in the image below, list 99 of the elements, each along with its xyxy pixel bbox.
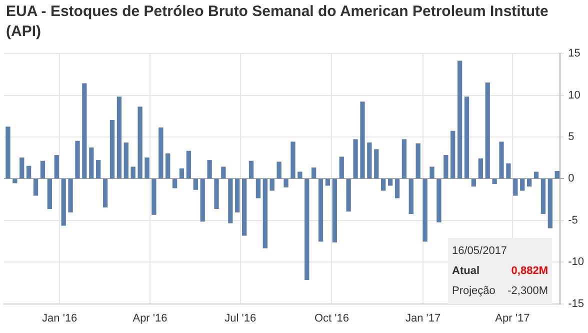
bar xyxy=(290,142,296,179)
y-tick-label: 0 xyxy=(568,172,574,185)
bar xyxy=(96,160,101,179)
bar xyxy=(47,178,52,210)
bar xyxy=(235,178,240,212)
annotation: Projeção xyxy=(452,284,496,299)
bar xyxy=(325,178,330,186)
bar xyxy=(374,149,379,179)
bar xyxy=(193,178,198,190)
bar xyxy=(422,178,428,242)
bar xyxy=(12,178,18,184)
bar xyxy=(499,142,504,179)
annotation: -2,300M xyxy=(508,284,548,299)
bar xyxy=(130,166,136,179)
bar xyxy=(492,178,497,184)
annotation: Atual xyxy=(452,264,480,279)
bar xyxy=(430,166,434,179)
bar xyxy=(346,178,351,212)
bar xyxy=(284,178,288,188)
bar xyxy=(262,178,268,248)
bar xyxy=(526,178,532,187)
y-tick-label: 10 xyxy=(568,89,580,102)
bar xyxy=(124,142,128,179)
x-tick-label: Apr '16 xyxy=(132,312,168,324)
bar xyxy=(89,148,94,179)
bar xyxy=(270,178,274,191)
bar xyxy=(26,166,32,179)
bar xyxy=(61,178,66,226)
bar xyxy=(33,178,38,196)
bar xyxy=(152,178,156,215)
bar xyxy=(110,120,115,179)
bar xyxy=(548,178,552,228)
bar xyxy=(68,178,73,212)
annotation: 0,882M xyxy=(511,264,548,279)
bar xyxy=(520,178,525,191)
bar xyxy=(534,172,539,179)
bar xyxy=(166,153,170,179)
bar xyxy=(256,178,261,198)
bar xyxy=(332,178,338,242)
bar xyxy=(248,160,254,179)
bar xyxy=(298,172,302,179)
bar xyxy=(102,178,108,208)
bar xyxy=(54,155,59,179)
bar xyxy=(207,160,212,179)
bar xyxy=(450,130,456,179)
bar xyxy=(457,60,462,179)
bar xyxy=(312,168,316,179)
bar xyxy=(381,178,386,191)
bar xyxy=(6,126,10,179)
bar xyxy=(276,162,282,179)
bar xyxy=(485,82,490,179)
bar xyxy=(144,158,150,179)
y-tick-label: 15 xyxy=(568,48,580,60)
chart-title: EUA - Estoques de Petróleo Bruto Semanal do American Petroleum Institute (API) xyxy=(6,2,550,42)
bar xyxy=(304,178,310,280)
bar xyxy=(318,178,324,242)
bar xyxy=(506,163,511,179)
bar xyxy=(339,156,344,179)
x-tick-label: Jan '16 xyxy=(42,312,78,324)
bar xyxy=(200,178,205,222)
bar xyxy=(116,96,122,179)
bar xyxy=(360,102,365,179)
bar xyxy=(228,178,233,224)
x-tick-label: Apr '17 xyxy=(495,312,530,324)
bar xyxy=(471,178,476,187)
bar xyxy=(138,106,142,179)
bar xyxy=(388,178,393,186)
bar xyxy=(75,140,80,179)
bar xyxy=(179,168,184,179)
bar xyxy=(394,178,400,198)
bar xyxy=(513,178,518,196)
bar xyxy=(408,178,414,214)
bar xyxy=(367,142,372,179)
x-tick-label: Jul '16 xyxy=(224,312,256,324)
bar xyxy=(540,178,546,214)
y-tick-label: -15 xyxy=(568,298,584,310)
y-tick-label: -10 xyxy=(568,256,584,268)
bar xyxy=(172,178,178,188)
bar xyxy=(158,127,164,179)
bar xyxy=(40,160,46,179)
bar xyxy=(416,143,420,179)
x-tick-label: Jan '17 xyxy=(405,312,441,324)
bar xyxy=(221,166,226,179)
annotation: 16/05/2017 xyxy=(452,244,508,259)
x-tick-label: Oct '16 xyxy=(314,312,349,324)
bar xyxy=(82,83,87,179)
y-tick-label: 5 xyxy=(568,131,574,144)
bar xyxy=(242,178,247,236)
bar xyxy=(214,178,219,210)
bar xyxy=(186,150,192,179)
bar xyxy=(478,158,483,179)
bar xyxy=(353,139,358,179)
bar xyxy=(464,96,470,179)
bar xyxy=(444,155,448,179)
bar xyxy=(554,171,560,179)
bar xyxy=(402,139,407,179)
bar xyxy=(20,158,24,179)
bar xyxy=(436,178,442,222)
y-tick-label: -5 xyxy=(568,214,578,226)
